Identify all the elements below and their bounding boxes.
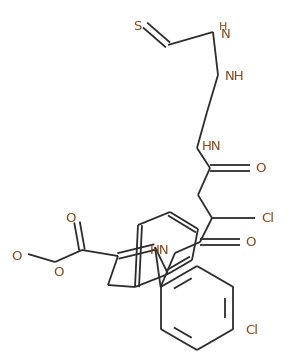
Text: NH: NH <box>225 69 245 82</box>
Text: Cl: Cl <box>245 325 258 338</box>
Text: H: H <box>219 22 227 32</box>
Text: N: N <box>221 29 231 41</box>
Text: O: O <box>11 249 21 262</box>
Text: HN: HN <box>202 140 222 154</box>
Text: HN: HN <box>150 245 170 257</box>
Text: S: S <box>133 20 141 33</box>
Text: O: O <box>255 163 265 175</box>
Text: O: O <box>54 265 64 278</box>
Text: O: O <box>66 212 76 225</box>
Text: O: O <box>245 237 255 249</box>
Text: Cl: Cl <box>261 212 274 225</box>
